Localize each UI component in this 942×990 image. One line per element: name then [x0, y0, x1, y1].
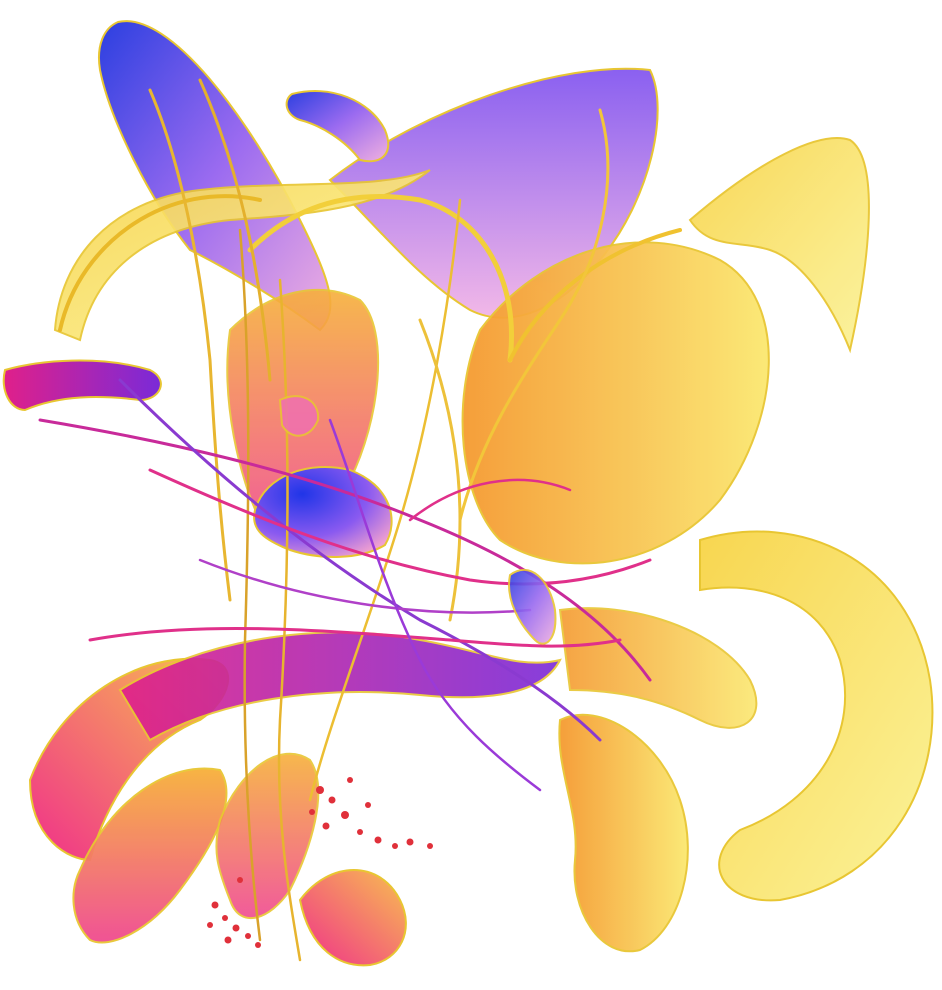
pink-accent-center [278, 395, 320, 437]
magenta-strands [38, 378, 652, 792]
yellow-ribbon-top [53, 169, 431, 342]
orange-petal-mid-right [558, 607, 758, 729]
yellow-tail-bottom [558, 713, 689, 953]
blue-wing-top-left [98, 20, 332, 332]
orange-petal-bottom-left [72, 767, 228, 944]
magenta-band-middle [118, 631, 562, 742]
yellow-wing-right [688, 137, 870, 354]
blue-curl-top [285, 90, 390, 163]
red-dot-cluster [207, 777, 433, 948]
violet-accent-right [508, 569, 557, 645]
orange-lobe-right [461, 241, 770, 565]
magenta-arm-left [2, 359, 162, 412]
pink-petal-bottom-center [298, 869, 407, 967]
yellow-crescent-right [699, 530, 934, 902]
gold-strands [58, 78, 682, 962]
coral-petal-bottom [215, 752, 320, 920]
